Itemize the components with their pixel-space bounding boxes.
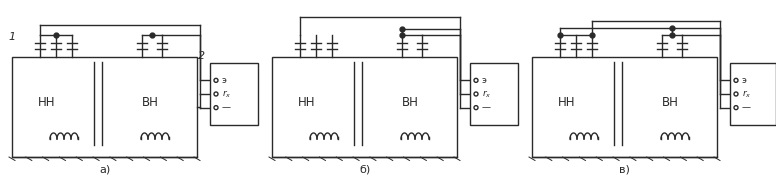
Text: $r_x$: $r_x$ (482, 88, 491, 100)
Text: —: — (482, 103, 491, 112)
Text: э: э (222, 76, 227, 85)
Text: э: э (742, 76, 747, 85)
Bar (470, 63, 518, 125)
Text: э: э (482, 76, 487, 85)
Text: ВН: ВН (401, 95, 418, 108)
Bar (532, 57, 717, 157)
Text: ВН: ВН (141, 95, 158, 108)
Text: —: — (222, 103, 231, 112)
Text: $r_x$: $r_x$ (222, 88, 231, 100)
Text: ВН: ВН (662, 95, 678, 108)
Text: в): в) (619, 165, 630, 175)
Bar (210, 63, 258, 125)
Text: $r_x$: $r_x$ (742, 88, 751, 100)
Text: НН: НН (38, 95, 56, 108)
Bar (272, 57, 457, 157)
Text: б): б) (359, 165, 370, 175)
Bar (730, 63, 776, 125)
Text: НН: НН (558, 95, 576, 108)
Text: 1: 1 (8, 32, 15, 42)
Text: а): а) (99, 165, 110, 175)
Text: —: — (742, 103, 751, 112)
Text: НН: НН (298, 95, 316, 108)
Text: 2: 2 (198, 51, 205, 61)
Bar (12, 57, 197, 157)
